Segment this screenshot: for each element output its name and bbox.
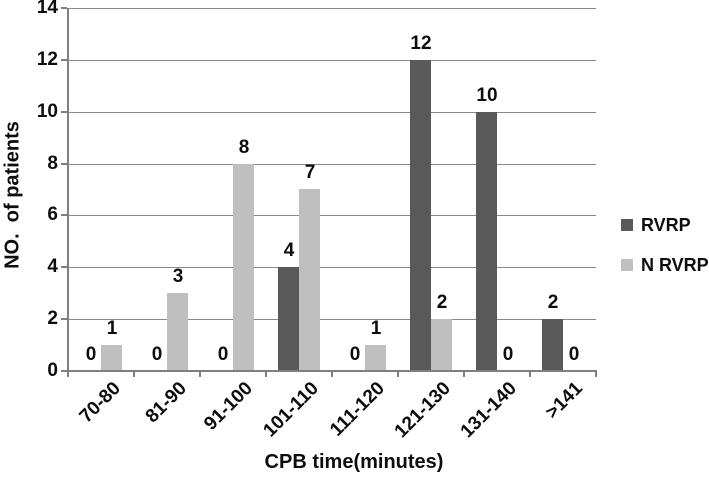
- x-tick-label: 70-80: [75, 378, 125, 428]
- bar-n-rvrp: [101, 345, 122, 371]
- legend-label-rvrp: RVRP: [641, 214, 691, 235]
- y-axis-line: [67, 8, 69, 372]
- y-tick-label: 0: [47, 360, 58, 381]
- x-tick-label: 111-120: [326, 378, 389, 441]
- legend-swatch-n-rvrp-icon: [621, 259, 633, 271]
- x-axis-line: [67, 370, 597, 372]
- y-tick-mark: [61, 370, 67, 372]
- gridline: [68, 319, 596, 320]
- bar-value-label: 0: [151, 344, 163, 365]
- bar-n-rvrp: [167, 293, 188, 371]
- bar-value-label: 0: [568, 344, 580, 365]
- x-tick-label: >141: [541, 378, 587, 424]
- bar-rvrp: [278, 267, 299, 371]
- y-tick-label: 12: [36, 49, 58, 70]
- bar-value-label: 1: [106, 318, 118, 339]
- x-tick-mark: [595, 372, 597, 377]
- y-axis-title: NO. of patients: [1, 121, 24, 269]
- bar-value-label: 7: [304, 162, 316, 183]
- y-tick-mark: [61, 111, 67, 113]
- x-tick-mark: [265, 372, 267, 377]
- y-tick-mark: [61, 266, 67, 268]
- y-tick-mark: [61, 59, 67, 61]
- x-tick-label: 121-130: [390, 378, 455, 443]
- y-tick-label: 2: [47, 308, 58, 329]
- bar-value-label: 0: [502, 344, 514, 365]
- legend-swatch-rvrp-icon: [621, 219, 633, 231]
- x-tick-mark: [529, 372, 531, 377]
- bar-rvrp: [410, 60, 431, 371]
- legend: RVRP N RVRP: [621, 213, 709, 293]
- bar-rvrp: [542, 319, 563, 371]
- x-tick-label: 91-100: [200, 378, 257, 435]
- gridline: [68, 60, 596, 61]
- gridline: [68, 267, 596, 268]
- bar-n-rvrp: [299, 189, 320, 371]
- legend-item-rvrp: RVRP: [621, 213, 709, 237]
- bar-n-rvrp: [365, 345, 386, 371]
- bar-value-label: 0: [349, 344, 361, 365]
- y-tick-mark: [61, 7, 67, 9]
- x-tick-label: 101-110: [259, 378, 323, 442]
- y-tick-label: 6: [47, 204, 58, 225]
- legend-item-n-rvrp: N RVRP: [621, 253, 709, 277]
- y-tick-label: 14: [36, 0, 58, 18]
- y-tick-mark: [61, 318, 67, 320]
- bar-n-rvrp: [233, 164, 254, 371]
- y-tick-label: 4: [47, 256, 58, 277]
- bar-value-label: 12: [410, 33, 432, 54]
- x-tick-label: 131-140: [456, 378, 521, 443]
- x-tick-mark: [463, 372, 465, 377]
- bar-value-label: 0: [217, 344, 229, 365]
- y-tick-label: 10: [36, 101, 58, 122]
- bar-value-label: 4: [283, 240, 295, 261]
- bar-value-label: 2: [436, 292, 448, 313]
- y-tick-mark: [61, 214, 67, 216]
- legend-label-n-rvrp: N RVRP: [641, 254, 709, 275]
- x-tick-mark: [67, 372, 69, 377]
- gridline: [68, 112, 596, 113]
- y-tick-label: 8: [47, 153, 58, 174]
- bar-value-label: 3: [172, 266, 184, 287]
- x-axis-title: CPB time(minutes): [264, 451, 444, 473]
- gridline: [68, 8, 596, 9]
- bar-value-label: 0: [85, 344, 97, 365]
- bar-n-rvrp: [431, 319, 452, 371]
- x-tick-mark: [133, 372, 135, 377]
- x-tick-mark: [199, 372, 201, 377]
- x-tick-mark: [331, 372, 333, 377]
- plot-area: 0 1 0 3 0 8 4 7 0 1 12 2 10 0 2 0: [68, 8, 596, 371]
- gridline: [68, 164, 596, 165]
- bar-value-label: 8: [238, 137, 250, 158]
- bar-value-label: 10: [476, 85, 498, 106]
- bar-rvrp: [476, 112, 497, 371]
- y-tick-mark: [61, 163, 67, 165]
- bar-value-label: 1: [370, 318, 382, 339]
- x-tick-mark: [397, 372, 399, 377]
- bar-value-label: 2: [547, 292, 559, 313]
- x-tick-label: 81-90: [141, 378, 191, 428]
- gridline: [68, 215, 596, 216]
